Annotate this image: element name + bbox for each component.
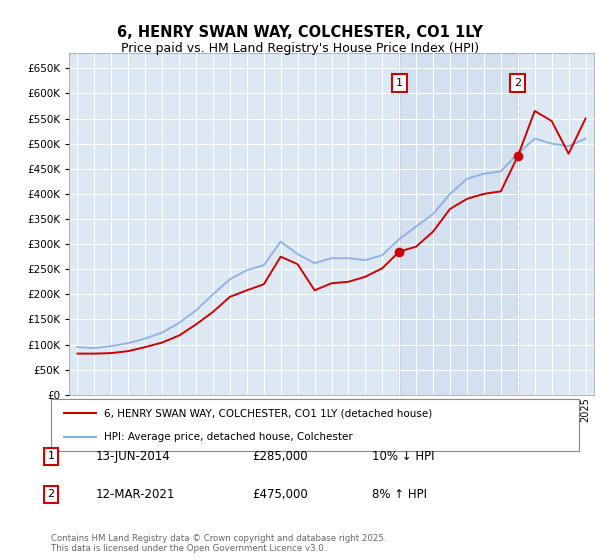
Text: 1: 1 xyxy=(47,451,55,461)
Text: £475,000: £475,000 xyxy=(252,488,308,501)
Text: 10% ↓ HPI: 10% ↓ HPI xyxy=(372,450,434,463)
Text: 6, HENRY SWAN WAY, COLCHESTER, CO1 1LY: 6, HENRY SWAN WAY, COLCHESTER, CO1 1LY xyxy=(117,25,483,40)
Text: 6, HENRY SWAN WAY, COLCHESTER, CO1 1LY (detached house): 6, HENRY SWAN WAY, COLCHESTER, CO1 1LY (… xyxy=(104,408,432,418)
Text: 13-JUN-2014: 13-JUN-2014 xyxy=(96,450,171,463)
Text: 1: 1 xyxy=(396,78,403,88)
Text: HPI: Average price, detached house, Colchester: HPI: Average price, detached house, Colc… xyxy=(104,432,353,442)
Bar xyxy=(399,53,518,395)
Text: Price paid vs. HM Land Registry's House Price Index (HPI): Price paid vs. HM Land Registry's House … xyxy=(121,42,479,55)
Text: 2: 2 xyxy=(514,78,521,88)
Text: 8% ↑ HPI: 8% ↑ HPI xyxy=(372,488,427,501)
Text: Contains HM Land Registry data © Crown copyright and database right 2025.
This d: Contains HM Land Registry data © Crown c… xyxy=(51,534,386,553)
Text: 2: 2 xyxy=(47,489,55,500)
Text: £285,000: £285,000 xyxy=(252,450,308,463)
FancyBboxPatch shape xyxy=(51,399,579,451)
Text: 12-MAR-2021: 12-MAR-2021 xyxy=(96,488,175,501)
